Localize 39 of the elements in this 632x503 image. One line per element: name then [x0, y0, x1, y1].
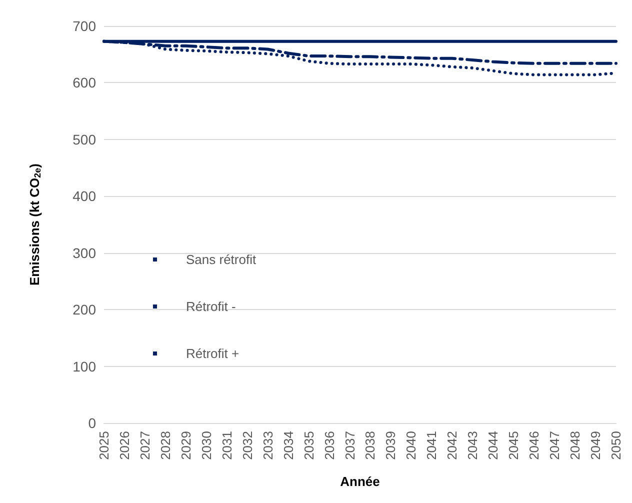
- y-tick-label: 300: [72, 244, 96, 261]
- x-tick-label: 2044: [486, 431, 501, 460]
- x-tick-label: 2026: [116, 431, 132, 460]
- x-tick-label: 2027: [137, 431, 152, 460]
- x-tick-label: 2046: [526, 431, 542, 460]
- x-tick-label: 2047: [547, 431, 562, 460]
- legend-label: Sans rétrofit: [186, 252, 256, 267]
- x-tick-label: 2043: [465, 431, 480, 460]
- legend-label: Rétrofit +: [186, 346, 240, 361]
- y-tick-label: 600: [72, 74, 96, 91]
- x-tick-label: 2040: [404, 431, 419, 460]
- x-tick-label: 2050: [608, 431, 624, 460]
- x-tick-label: 2038: [362, 431, 378, 460]
- y-axis-title: Emissions (kt CO2e): [27, 164, 42, 286]
- x-tick-label: 2031: [219, 431, 234, 460]
- x-tick-label: 2048: [568, 431, 583, 460]
- x-tick-label: 2030: [198, 431, 214, 460]
- x-tick-label: 2037: [342, 431, 358, 460]
- y-tick-label: 400: [72, 188, 96, 204]
- x-tick-label: 2034: [280, 431, 296, 460]
- x-tick-label: 2028: [158, 431, 173, 460]
- x-tick-label: 2039: [383, 431, 398, 460]
- x-tick-label: 2042: [444, 431, 460, 460]
- y-tick-label: 700: [72, 18, 96, 34]
- x-tick-label: 2029: [178, 431, 194, 460]
- x-tick-label: 2035: [301, 431, 316, 460]
- legend-label: Rétrofit -: [186, 299, 236, 314]
- y-tick-label: 500: [72, 131, 96, 148]
- x-tick-label: 2036: [322, 431, 337, 460]
- y-tick-label: 200: [72, 302, 96, 318]
- y-tick-label: 0: [88, 415, 96, 431]
- x-tick-label: 2049: [588, 431, 604, 460]
- x-tick-label: 2032: [240, 431, 255, 460]
- x-tick-label: 2045: [506, 431, 522, 460]
- y-tick-label: 100: [72, 358, 96, 374]
- x-tick-label: 2033: [260, 431, 276, 460]
- x-axis-title: Année: [340, 474, 380, 489]
- x-tick-label: 2041: [424, 431, 440, 460]
- x-tick-label: 2025: [96, 431, 112, 460]
